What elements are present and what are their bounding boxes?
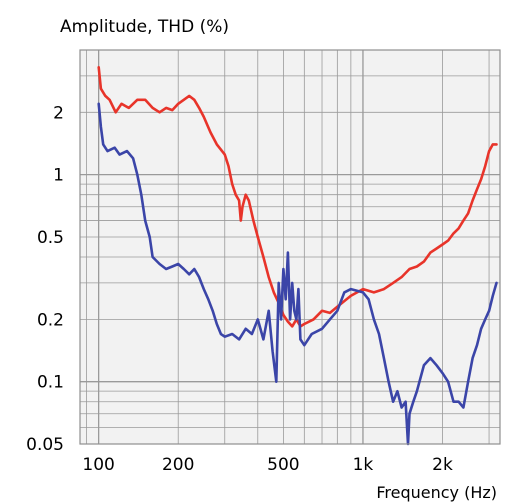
x-tick-label: 100: [82, 455, 114, 475]
y-axis-label: Amplitude, THD (%): [60, 17, 229, 37]
series-line-2: [97, 102, 498, 446]
x-tick-labels: 100 200 500 1k 2k: [82, 455, 453, 475]
series-line-1: [97, 66, 498, 328]
x-tick-label: 2k: [432, 455, 453, 475]
y-tick-label: 0.5: [37, 228, 64, 248]
y-tick-label: 2: [53, 103, 64, 123]
plot-frame: [79, 49, 501, 445]
x-axis-label: Frequency (Hz): [376, 483, 497, 502]
x-tick-label: 200: [162, 455, 194, 475]
y-tick-label: 1: [53, 166, 64, 186]
y-tick-labels: 2 1 0.5 0.2 0.1 0.05: [26, 103, 64, 455]
grid-lines: [80, 50, 500, 444]
series-layer: [97, 66, 498, 446]
y-tick-label: 0.05: [26, 435, 64, 455]
x-tick-label: 1k: [353, 455, 374, 475]
y-tick-label: 0.2: [37, 310, 64, 330]
y-tick-label: 0.1: [37, 373, 64, 393]
x-tick-label: 500: [267, 455, 299, 475]
